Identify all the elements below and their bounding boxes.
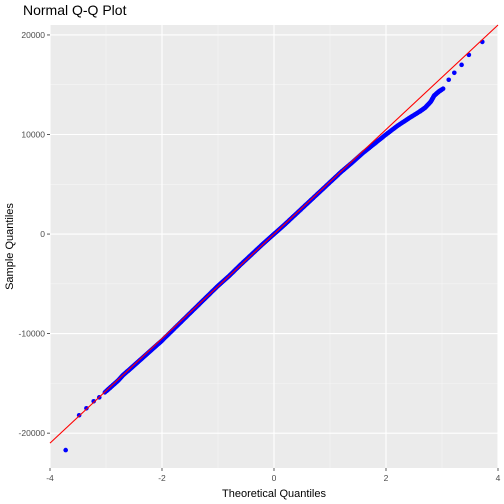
data-point (459, 62, 464, 68)
y-axis-title: Sample Quantiles (4, 203, 16, 290)
data-point (446, 77, 452, 83)
chart-title: Normal Q-Q Plot (23, 2, 127, 18)
data-point (452, 70, 457, 76)
y-axis: -20000 -10000 0 10000 20000 (19, 30, 50, 438)
data-point (84, 405, 89, 411)
major-gridlines (49, 25, 499, 468)
y-tick-label: -10000 (19, 329, 46, 339)
y-tick-label: 20000 (21, 30, 45, 40)
y-tick-label: 0 (40, 229, 45, 239)
x-tick-label: -4 (46, 473, 54, 483)
data-point (439, 87, 445, 92)
y-tick-label: -20000 (19, 428, 46, 438)
x-axis: -4 -2 0 2 4 (46, 468, 501, 483)
x-tick-label: 2 (384, 473, 389, 483)
reference-line (49, 24, 499, 444)
data-point (91, 399, 96, 404)
y-tick-label: 10000 (21, 130, 45, 140)
x-axis-title: Theoretical Quantiles (222, 488, 326, 500)
x-tick-label: -2 (158, 473, 166, 483)
x-tick-label: 4 (496, 473, 501, 483)
data-point (63, 447, 68, 453)
x-tick-label: 0 (272, 473, 277, 483)
reference-line-group (49, 24, 499, 444)
